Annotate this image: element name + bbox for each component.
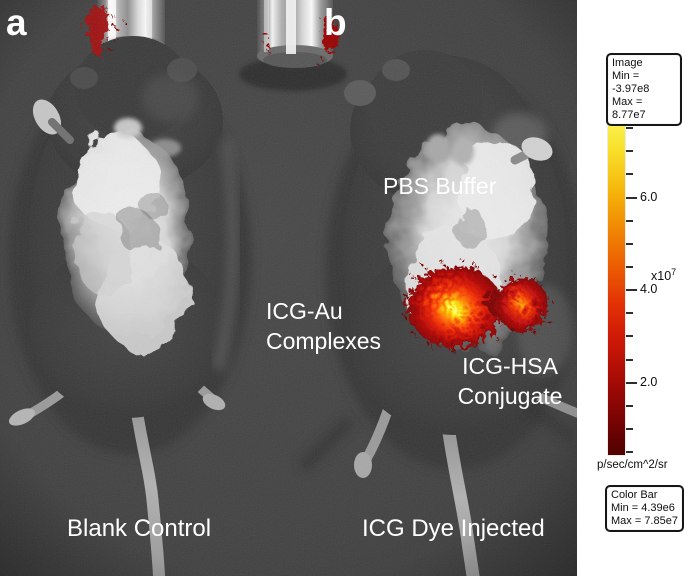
icg-au-line2: Complexes xyxy=(266,328,382,354)
icg-dye-injected-label: ICG Dye Injected xyxy=(362,515,545,542)
color-bar-max: Max = 7.85e7 xyxy=(611,515,678,527)
image-stats-min: Min = -3.97e8 xyxy=(612,70,650,95)
colorbar-multiplier-exponent: 7 xyxy=(671,267,677,277)
pbs-buffer-label: PBS Buffer xyxy=(383,173,497,199)
mouse-photo xyxy=(0,0,577,576)
image-stats-title: Image xyxy=(612,57,643,69)
color-bar-min: Min = 4.39e6 xyxy=(611,502,675,514)
icg-hsa-line1: ICG-HSA xyxy=(462,353,558,379)
color-bar-title: Color Bar xyxy=(611,489,658,501)
color-bar-stats-box: Color Bar Min = 4.39e6 Max = 7.85e7 xyxy=(605,485,684,532)
image-stats-max: Max = 8.77e7 xyxy=(612,96,646,121)
panel-a-label: a xyxy=(6,2,27,43)
icg-au-label: ICG-Au Complexes xyxy=(266,296,381,356)
icg-au-line1: ICG-Au xyxy=(266,298,343,324)
colorbar-gradient xyxy=(608,112,625,455)
colorbar-units: p/sec/cm^2/sr xyxy=(597,459,668,471)
icg-hsa-line2: Conjugate xyxy=(457,383,563,409)
icg-hsa-label: ICG-HSA Conjugate xyxy=(448,351,572,411)
image-stats-box: Image Min = -3.97e8 Max = 8.77e7 xyxy=(606,53,682,126)
colorbar-multiplier: x107 xyxy=(651,267,676,283)
colorbar-multiplier-base: x10 xyxy=(651,269,672,284)
blank-control-label: Blank Control xyxy=(67,515,212,542)
panel-b-label: b xyxy=(324,2,347,43)
vignette xyxy=(0,0,577,576)
